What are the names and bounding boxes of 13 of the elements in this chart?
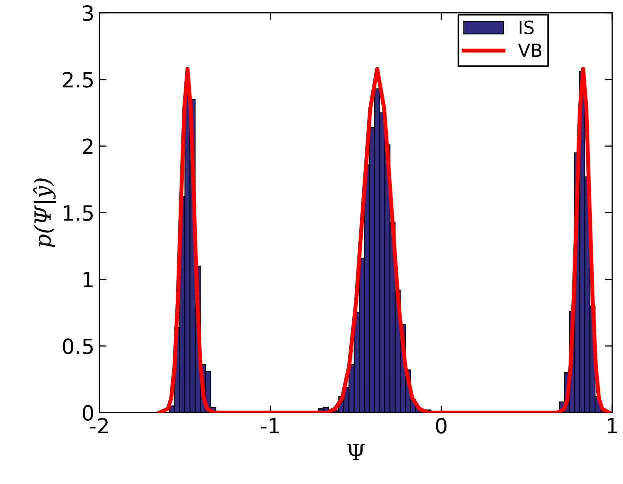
y-tick-label: 1	[84, 272, 93, 288]
x-tick-label: -1	[261, 418, 280, 434]
y-tick-label: 2.5	[63, 72, 93, 88]
y-axis-title: p(Ψ|ŷ)	[33, 178, 56, 248]
legend-label: VB	[518, 44, 542, 58]
x-tick-label: 0	[436, 418, 447, 434]
x-tick-label: 1	[608, 418, 618, 434]
x-axis-title: Ψ	[347, 444, 365, 460]
y-tick-label: 3	[83, 6, 94, 22]
y-tick-label: 2	[83, 138, 93, 154]
y-tick-label: 0.5	[63, 338, 93, 354]
legend-label: IS	[520, 20, 534, 34]
y-tick-label: 1.5	[64, 206, 93, 222]
